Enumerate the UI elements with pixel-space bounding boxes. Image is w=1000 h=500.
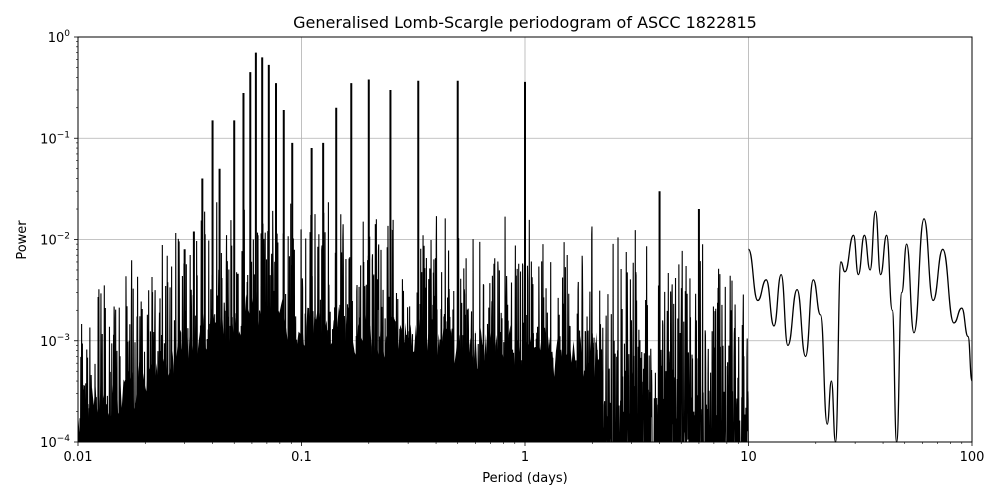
x-tick-label: 100: [960, 450, 985, 465]
y-tick-label: 10−2: [40, 232, 70, 249]
long-period-curve: [747, 210, 973, 443]
x-tick-label: 0.1: [291, 450, 312, 465]
x-axis-label: Period (days): [482, 471, 568, 486]
x-tick-label: 1: [521, 450, 529, 465]
y-axis-ticks: 10−4 10−3 10−2 10−1 100: [40, 29, 78, 451]
y-tick-label: 10−3: [40, 333, 70, 350]
y-tick-label: 10−1: [40, 130, 70, 147]
x-tick-label: 0.01: [64, 450, 93, 465]
y-axis-label: Power: [15, 220, 30, 260]
chart-title: Generalised Lomb-Scargle periodogram of …: [293, 13, 757, 32]
y-tick-label: 100: [48, 29, 71, 46]
y-tick-label: 10−4: [40, 434, 70, 451]
noise-fill: [78, 291, 604, 442]
x-axis-ticks: 0.01 0.1 1 10 100: [64, 442, 985, 465]
noise-floor: [78, 291, 604, 442]
x-tick-label: 10: [740, 450, 757, 465]
